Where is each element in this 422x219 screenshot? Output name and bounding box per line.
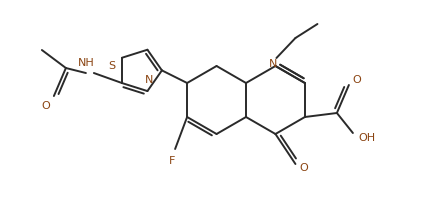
Text: S: S (108, 61, 116, 71)
Text: O: O (299, 163, 308, 173)
Text: O: O (352, 75, 361, 85)
Text: N: N (145, 75, 154, 85)
Text: OH: OH (358, 133, 376, 143)
Text: N: N (269, 59, 278, 69)
Text: NH: NH (78, 58, 94, 68)
Text: O: O (41, 101, 50, 111)
Text: F: F (169, 156, 175, 166)
